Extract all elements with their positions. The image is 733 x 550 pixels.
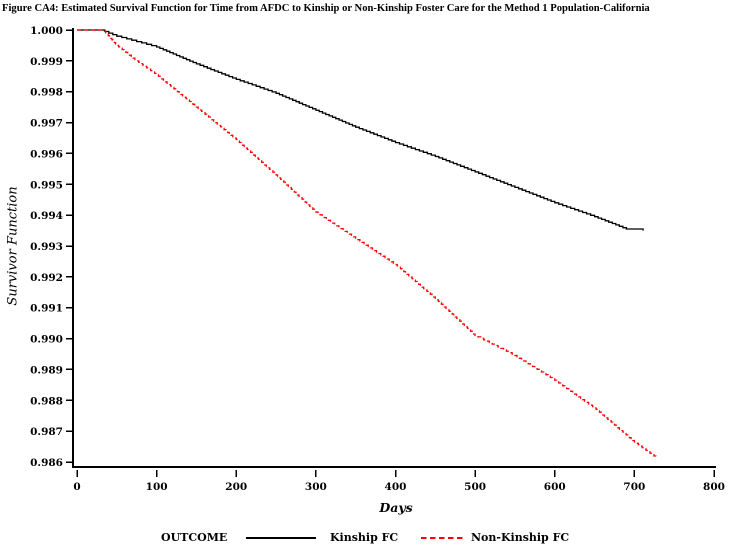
y-tick-label: 0.989 xyxy=(30,364,63,376)
x-tick-label: 800 xyxy=(703,481,725,493)
y-tick-label: 0.993 xyxy=(30,241,63,253)
y-tick-label: 0.988 xyxy=(30,395,63,407)
x-tick-label: 500 xyxy=(464,481,486,493)
y-tick-label: 0.994 xyxy=(30,210,63,222)
y-tick-label: 0.998 xyxy=(30,87,63,99)
x-tick-label: 600 xyxy=(544,481,566,493)
y-tick-label: 0.991 xyxy=(30,303,63,315)
y-tick-label: 0.992 xyxy=(30,272,63,284)
x-axis-title: Days xyxy=(379,500,413,515)
chart-title: Figure CA4: Estimated Survival Function … xyxy=(2,3,650,14)
y-tick-label: 0.995 xyxy=(30,179,63,191)
x-tick-label: 300 xyxy=(305,481,327,493)
x-tick-label: 100 xyxy=(146,481,168,493)
nonkinship-survival-curve xyxy=(77,29,657,458)
legend-entry-nonkinship: Non-Kinship FC xyxy=(471,531,570,544)
x-tick-label: 0 xyxy=(73,481,80,493)
legend-title: OUTCOME xyxy=(161,531,228,544)
kinship-line-key-icon xyxy=(246,537,316,539)
y-tick-label: 0.987 xyxy=(30,426,63,438)
legend-entry-kinship: Kinship FC xyxy=(330,531,399,544)
kinship-survival-curve xyxy=(77,29,644,231)
y-tick-label: 0.986 xyxy=(30,457,63,469)
x-tick-label: 200 xyxy=(225,481,247,493)
y-tick-label: 0.997 xyxy=(30,118,63,130)
x-tick-label: 400 xyxy=(385,481,407,493)
nonkinship-line-key-icon xyxy=(421,537,463,539)
y-tick-label: 1.000 xyxy=(30,25,63,37)
x-tick-label: 700 xyxy=(623,481,645,493)
y-tick-label: 0.999 xyxy=(30,56,63,68)
y-tick-label: 0.996 xyxy=(30,148,63,160)
y-tick-label: 0.990 xyxy=(30,334,63,346)
